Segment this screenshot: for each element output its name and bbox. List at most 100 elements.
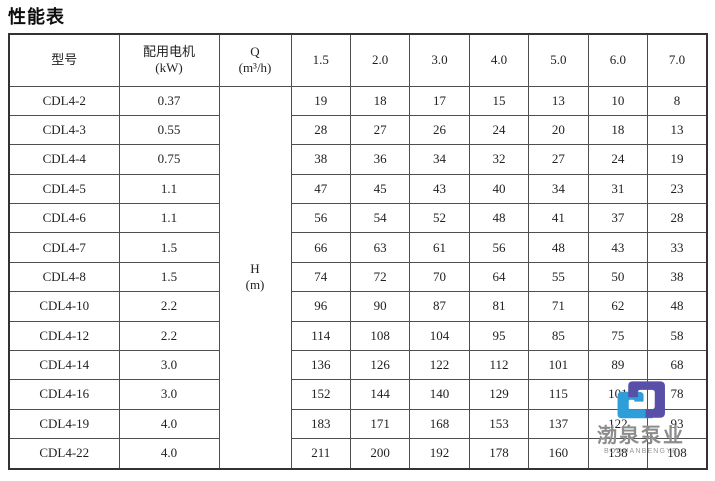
head-value-cell: 87 <box>409 291 470 322</box>
head-value-cell: 58 <box>647 320 708 352</box>
head-value-cell: 95 <box>468 320 530 352</box>
header-flow-value: 7.0 <box>647 33 708 87</box>
model-cell: CDL4-14 <box>8 350 120 381</box>
head-value-cell: 37 <box>587 203 649 234</box>
model-cell: CDL4-10 <box>8 291 120 322</box>
head-value-cell: 10 <box>587 85 649 116</box>
head-value-cell: 45 <box>349 173 411 205</box>
head-value-cell: 112 <box>468 350 530 381</box>
head-value-cell: 138 <box>587 438 649 470</box>
head-value-cell: 33 <box>647 232 708 263</box>
table-row: CDL4-12 2.2 114 108 104 95 85 75 58 <box>8 320 708 352</box>
head-label: H <box>250 261 260 276</box>
model-cell: CDL4-5 <box>8 173 120 205</box>
head-value-cell: 48 <box>647 291 708 322</box>
head-value-cell: 41 <box>528 203 589 234</box>
head-value-cell: 85 <box>528 320 589 352</box>
table-header-row: 型号 配用电机 (kW) Q (m³/h) 1.5 2.0 3.0 4.0 5.0 6.0… <box>8 33 708 87</box>
head-value-cell: 34 <box>528 173 589 205</box>
motor-kw-cell: 0.75 <box>118 144 220 175</box>
head-value-cell: 68 <box>647 350 708 381</box>
head-value-cell: 18 <box>349 85 411 116</box>
head-value-cell: 93 <box>647 408 708 440</box>
header-flow: Q (m³/h) <box>218 33 292 87</box>
header-flow-label: Q <box>250 44 260 59</box>
head-value-cell: 20 <box>528 114 589 146</box>
header-motor-unit: (kW) <box>155 60 183 76</box>
model-cell: CDL4-16 <box>8 379 120 410</box>
table-row: CDL4-19 4.0 183 171 168 153 137 122 93 <box>8 408 708 440</box>
head-value-cell: 27 <box>528 144 589 175</box>
head-value-cell: 108 <box>349 320 411 352</box>
head-value-cell: 52 <box>409 203 470 234</box>
head-value-cell: 136 <box>290 350 351 381</box>
head-value-cell: 48 <box>528 232 589 263</box>
head-value-cell: 61 <box>409 232 470 263</box>
head-value-cell: 192 <box>409 438 470 470</box>
head-value-cell: 27 <box>349 114 411 146</box>
head-value-cell: 34 <box>409 144 470 175</box>
head-value-cell: 36 <box>349 144 411 175</box>
head-value-cell: 13 <box>528 85 589 116</box>
model-cell: CDL4-3 <box>8 114 120 146</box>
motor-kw-cell: 1.5 <box>118 261 220 293</box>
head-value-cell: 28 <box>290 114 351 146</box>
head-value-cell: 62 <box>587 291 649 322</box>
head-value-cell: 24 <box>468 114 530 146</box>
model-cell: CDL4-4 <box>8 144 120 175</box>
head-value-cell: 101 <box>587 379 649 410</box>
table-row: CDL4-4 0.75 38 36 34 32 27 24 19 <box>8 144 708 175</box>
head-value-cell: 19 <box>290 85 351 116</box>
header-flow-value: 4.0 <box>468 33 530 87</box>
head-value-cell: 122 <box>587 408 649 440</box>
head-value-cell: 178 <box>468 438 530 470</box>
head-value-cell: 101 <box>528 350 589 381</box>
head-value-cell: 74 <box>290 261 351 293</box>
head-unit: (m) <box>245 277 265 293</box>
motor-kw-cell: 1.1 <box>118 203 220 234</box>
table-row: CDL4-16 3.0 152 144 140 129 115 101 78 <box>8 379 708 410</box>
table-row: CDL4-5 1.1 47 45 43 40 34 31 23 <box>8 173 708 205</box>
head-value-cell: 38 <box>290 144 351 175</box>
head-value-cell: 90 <box>349 291 411 322</box>
header-flow-value: 5.0 <box>528 33 589 87</box>
model-cell: CDL4-8 <box>8 261 120 293</box>
header-flow-value: 6.0 <box>587 33 649 87</box>
motor-kw-cell: 1.5 <box>118 232 220 263</box>
head-value-cell: 104 <box>409 320 470 352</box>
head-value-cell: 78 <box>647 379 708 410</box>
head-value-cell: 38 <box>647 261 708 293</box>
head-value-cell: 56 <box>468 232 530 263</box>
head-value-cell: 40 <box>468 173 530 205</box>
head-value-cell: 48 <box>468 203 530 234</box>
motor-kw-cell: 0.37 <box>118 85 220 116</box>
head-value-cell: 126 <box>349 350 411 381</box>
head-value-cell: 129 <box>468 379 530 410</box>
header-flow-unit: (m³/h) <box>238 60 272 76</box>
head-value-cell: 70 <box>409 261 470 293</box>
head-value-cell: 81 <box>468 291 530 322</box>
head-value-cell: 75 <box>587 320 649 352</box>
head-value-cell: 183 <box>290 408 351 440</box>
head-value-cell: 211 <box>290 438 351 470</box>
head-value-cell: 50 <box>587 261 649 293</box>
table-row: CDL4-14 3.0 136 126 122 112 101 89 68 <box>8 350 708 381</box>
motor-kw-cell: 3.0 <box>118 350 220 381</box>
head-value-cell: 15 <box>468 85 530 116</box>
head-value-cell: 71 <box>528 291 589 322</box>
motor-kw-cell: 3.0 <box>118 379 220 410</box>
model-cell: CDL4-6 <box>8 203 120 234</box>
head-value-cell: 17 <box>409 85 470 116</box>
head-value-cell: 144 <box>349 379 411 410</box>
head-value-cell: 140 <box>409 379 470 410</box>
model-cell: CDL4-22 <box>8 438 120 470</box>
motor-kw-cell: 2.2 <box>118 291 220 322</box>
head-unit-cell: H (m) <box>218 85 292 470</box>
header-motor-label: 配用电机 <box>142 44 195 59</box>
head-value-cell: 43 <box>587 232 649 263</box>
header-model: 型号 <box>8 33 120 87</box>
header-motor: 配用电机 (kW) <box>118 33 220 87</box>
model-cell: CDL4-7 <box>8 232 120 263</box>
table-row: CDL4-3 0.55 28 27 26 24 20 18 13 <box>8 114 708 146</box>
